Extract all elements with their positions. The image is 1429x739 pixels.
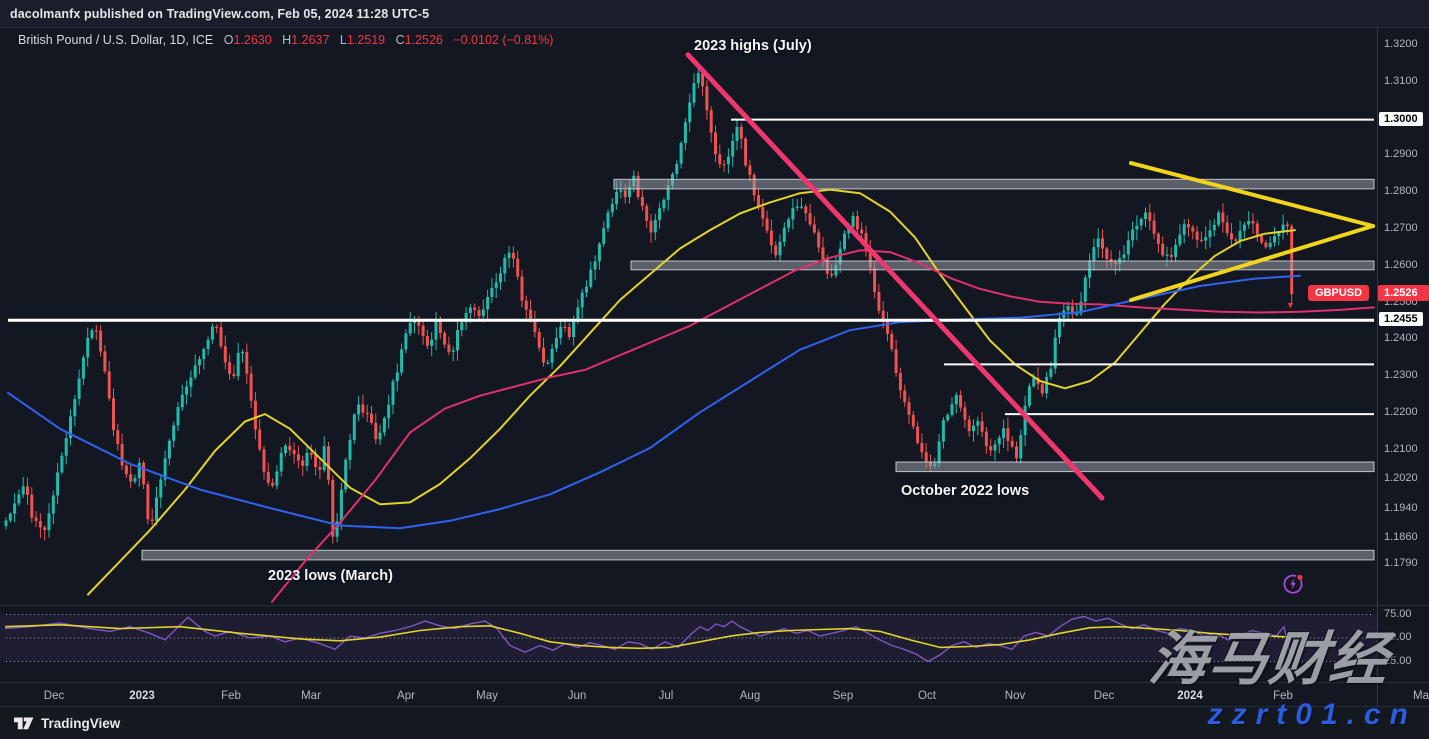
rsi-tick-75.00: 75.00 (1384, 607, 1412, 620)
high-value: 1.2637 (291, 33, 330, 47)
price-down-arrow-icon: ▼ (1286, 300, 1295, 311)
rsi-tick-25.00: 25.00 (1384, 654, 1412, 667)
price-tick-1.3100: 1.3100 (1384, 74, 1418, 87)
supply-demand-zone (895, 461, 1375, 473)
price-tick-1.2900: 1.2900 (1384, 148, 1418, 161)
time-tick-label: Ma (1413, 690, 1429, 702)
time-tick-label: Dec (1094, 690, 1115, 702)
attribution-text: dacolmanfx published on TradingView.com,… (10, 6, 430, 21)
open-key: O (223, 33, 234, 47)
triangle-pattern-line (1129, 224, 1375, 302)
symbol-title: British Pound / U.S. Dollar, 1D, ICE (18, 33, 214, 47)
high-key: H (282, 33, 292, 47)
supply-demand-zone (613, 178, 1375, 190)
price-tick-1.2455: 1.2455 (1379, 312, 1423, 327)
watermark-chinese: 海马财经 (1146, 627, 1393, 692)
time-axis: Dec 2023 Feb Mar Apr May Jun Jul Aug Sep Oct Nov Dec… (44, 690, 1429, 702)
tradingview-brand[interactable]: TradingView (14, 716, 120, 731)
price-tick-1.2300: 1.2300 (1384, 369, 1418, 382)
change-value: −0.0102 (−0.81%) (453, 33, 554, 47)
attribution-bar: dacolmanfx published on TradingView.com,… (0, 0, 1429, 28)
time-tick-label: Jul (659, 690, 674, 702)
tradingview-brand-label: TradingView (41, 716, 121, 731)
time-tick-label: Oct (918, 690, 937, 702)
price-tick-1.2400: 1.2400 (1384, 332, 1418, 345)
price-tick-1.2020: 1.2020 (1384, 472, 1418, 485)
rsi-pane (0, 614, 1377, 663)
price-tick-1.2200: 1.2200 (1384, 406, 1418, 419)
time-tick-label: Nov (1005, 690, 1026, 702)
supply-demand-zone (141, 549, 1375, 561)
last-price-badge: 1.2526 (1378, 285, 1429, 302)
time-tick-label: 2023 (129, 690, 155, 702)
supply-demand-zone (630, 260, 1375, 271)
rsi-tick-50.00: 50.00 (1384, 631, 1412, 643)
ma-blue (7, 274, 1301, 530)
chart-canvas[interactable]: Dec 2023 Feb Mar Apr May Jun Jul Aug Sep Oct Nov Dec… (0, 27, 1429, 706)
triangle-pattern-line (1129, 161, 1375, 228)
price-tick-1.2600: 1.2600 (1384, 258, 1418, 271)
symbol-header: British Pound / U.S. Dollar, 1D, ICE O1.… (18, 33, 553, 47)
time-tick-label: Feb (221, 690, 241, 702)
annotation-october-2022-lows: October 2022 lows (901, 483, 1030, 499)
price-tick-1.1790: 1.1790 (1384, 557, 1418, 570)
close-key: C (395, 33, 405, 47)
price-tick-1.2800: 1.2800 (1384, 185, 1418, 198)
time-tick-label: Dec (44, 690, 65, 702)
tradingview-logo-icon (14, 717, 34, 730)
ma-crimson (271, 249, 1375, 603)
streak-flame-icon[interactable] (1281, 572, 1305, 596)
price-tick-1.3200: 1.3200 (1384, 38, 1418, 50)
open-value: 1.2630 (233, 33, 272, 47)
annotation-2023-lows: 2023 lows (March) (268, 568, 393, 584)
time-tick-label: Aug (740, 690, 760, 702)
time-tick-label: 2024 (1177, 690, 1203, 702)
candles (4, 69, 1294, 544)
time-tick-label: Apr (397, 690, 415, 702)
low-key: L (339, 33, 347, 47)
time-tick-label: Sep (833, 690, 853, 702)
price-tick-1.1860: 1.1860 (1384, 531, 1418, 544)
main-pane (4, 52, 1375, 603)
time-tick-label: Feb (1273, 690, 1293, 702)
price-tick-1.2700: 1.2700 (1384, 222, 1418, 235)
annotation-2023-highs: 2023 highs (July) (694, 38, 812, 54)
footer-bar: TradingView (0, 706, 1429, 739)
downtrend-line (685, 52, 1105, 501)
rsi-band (0, 614, 1377, 662)
rsi-line (4, 615, 1291, 663)
price-tick-1.1940: 1.1940 (1384, 501, 1418, 514)
price-tick-1.3000: 1.3000 (1379, 111, 1423, 126)
time-tick-label: Mar (301, 690, 321, 702)
close-value: 1.2526 (404, 33, 443, 47)
time-tick-label: May (476, 690, 498, 702)
ma-yellow (87, 188, 1296, 596)
price-tick-1.2100: 1.2100 (1384, 442, 1418, 455)
rsi-ma-line (4, 623, 1291, 650)
time-tick-label: Jun (568, 690, 587, 702)
last-price-symbol-badge: GBPUSD (1308, 285, 1370, 302)
low-value: 1.2519 (346, 33, 386, 47)
watermark-site: zzrt01.cn (1207, 698, 1417, 731)
